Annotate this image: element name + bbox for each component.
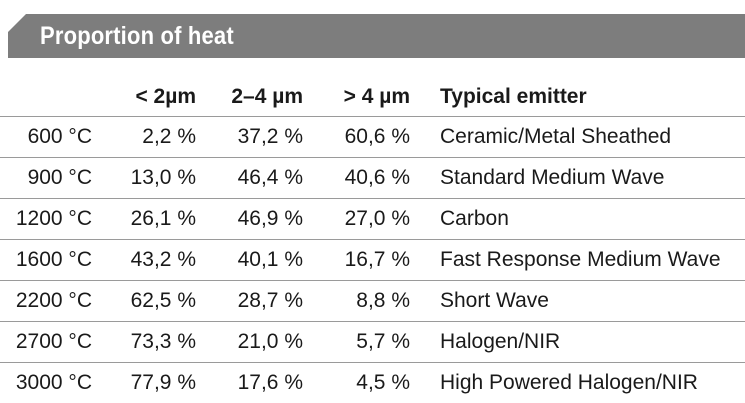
cell-under-2um: 73,3 % — [92, 322, 199, 363]
cell-temperature: 600 °C — [0, 117, 92, 158]
cell-emitter: Fast Response Medium Wave — [440, 240, 745, 281]
cell-spacer — [413, 158, 440, 199]
header-range-under-2um: < 2µm — [92, 78, 199, 117]
header-row: < 2µm 2–4 µm > 4 µm Typical emitter — [0, 78, 745, 117]
cell-temperature: 1200 °C — [0, 199, 92, 240]
cell-emitter: Short Wave — [440, 281, 745, 322]
cell-spacer — [413, 281, 440, 322]
cell-spacer — [413, 240, 440, 281]
cell-spacer — [413, 117, 440, 158]
table-row: 2200 °C 62,5 % 28,7 % 8,8 % Short Wave — [0, 281, 745, 322]
cell-emitter: Ceramic/Metal Sheathed — [440, 117, 745, 158]
cell-temperature: 1600 °C — [0, 240, 92, 281]
header-temperature — [0, 78, 92, 117]
header-spacer — [413, 78, 440, 117]
header-range-over-4um: > 4 µm — [306, 78, 413, 117]
cell-over-4um: 27,0 % — [306, 199, 413, 240]
cell-temperature: 900 °C — [0, 158, 92, 199]
cell-over-4um: 5,7 % — [306, 322, 413, 363]
cell-under-2um: 43,2 % — [92, 240, 199, 281]
cell-2-4um: 17,6 % — [199, 363, 306, 403]
table-row: 1600 °C 43,2 % 40,1 % 16,7 % Fast Respon… — [0, 240, 745, 281]
cell-emitter: Carbon — [440, 199, 745, 240]
cell-spacer — [413, 363, 440, 403]
cell-over-4um: 4,5 % — [306, 363, 413, 403]
header-typical-emitter: Typical emitter — [440, 78, 745, 117]
cell-under-2um: 77,9 % — [92, 363, 199, 403]
table-row: 3000 °C 77,9 % 17,6 % 4,5 % High Powered… — [0, 363, 745, 403]
cell-under-2um: 62,5 % — [92, 281, 199, 322]
heat-proportion-table: < 2µm 2–4 µm > 4 µm Typical emitter 600 … — [0, 78, 745, 403]
cell-spacer — [413, 199, 440, 240]
cell-emitter: High Powered Halogen/NIR — [440, 363, 745, 403]
cell-over-4um: 40,6 % — [306, 158, 413, 199]
cell-2-4um: 40,1 % — [199, 240, 306, 281]
table-title: Proportion of heat — [40, 14, 234, 58]
cell-2-4um: 46,9 % — [199, 199, 306, 240]
cell-over-4um: 8,8 % — [306, 281, 413, 322]
cell-over-4um: 16,7 % — [306, 240, 413, 281]
cell-emitter: Halogen/NIR — [440, 322, 745, 363]
table-row: 1200 °C 26,1 % 46,9 % 27,0 % Carbon — [0, 199, 745, 240]
cell-2-4um: 21,0 % — [199, 322, 306, 363]
cell-2-4um: 46,4 % — [199, 158, 306, 199]
cell-temperature: 3000 °C — [0, 363, 92, 403]
header-range-2-4um: 2–4 µm — [199, 78, 306, 117]
cell-under-2um: 2,2 % — [92, 117, 199, 158]
cell-spacer — [413, 322, 440, 363]
cell-emitter: Standard Medium Wave — [440, 158, 745, 199]
cell-under-2um: 13,0 % — [92, 158, 199, 199]
table-row: 600 °C 2,2 % 37,2 % 60,6 % Ceramic/Metal… — [0, 117, 745, 158]
cell-over-4um: 60,6 % — [306, 117, 413, 158]
cell-2-4um: 37,2 % — [199, 117, 306, 158]
cell-temperature: 2200 °C — [0, 281, 92, 322]
cell-temperature: 2700 °C — [0, 322, 92, 363]
cell-under-2um: 26,1 % — [92, 199, 199, 240]
cell-2-4um: 28,7 % — [199, 281, 306, 322]
table-row: 2700 °C 73,3 % 21,0 % 5,7 % Halogen/NIR — [0, 322, 745, 363]
title-banner: Proportion of heat — [8, 14, 745, 58]
table-row: 900 °C 13,0 % 46,4 % 40,6 % Standard Med… — [0, 158, 745, 199]
